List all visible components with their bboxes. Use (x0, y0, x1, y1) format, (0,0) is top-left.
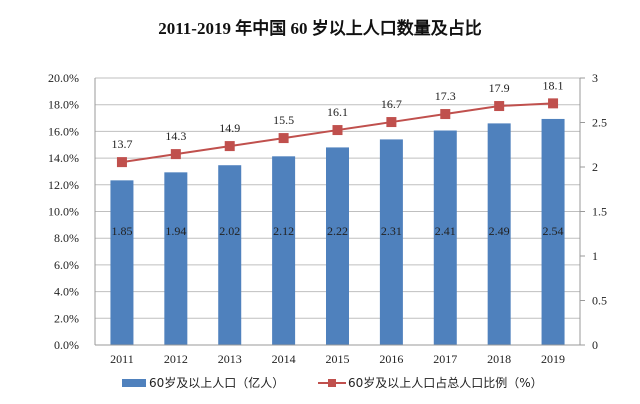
line-marker (494, 101, 505, 112)
legend-bar-swatch (122, 378, 146, 387)
right-tick-label: 2.5 (592, 116, 607, 130)
bar-data-label: 2.22 (327, 224, 348, 238)
bar (218, 165, 242, 345)
right-tick-label: 0 (592, 338, 598, 352)
x-tick-label: 2019 (541, 352, 565, 366)
bar-data-label: 1.94 (165, 224, 186, 238)
left-tick-label: 20.0% (48, 71, 79, 85)
line-marker (332, 125, 343, 136)
line-data-label: 14.9 (219, 121, 240, 135)
left-tick-label: 6.0% (54, 258, 79, 272)
left-tick-label: 2.0% (54, 311, 79, 325)
left-tick-label: 18.0% (48, 98, 79, 112)
x-tick-label: 2013 (218, 352, 242, 366)
chart-title: 2011-2019 年中国 60 岁以上人口数量及占比 (158, 19, 482, 38)
right-tick-label: 2 (592, 160, 598, 174)
left-tick-label: 0.0% (54, 338, 79, 352)
legend-line-label: 60岁及以上人口占总人口比例（%） (348, 376, 543, 390)
x-tick-label: 2018 (487, 352, 511, 366)
legend-line-swatch (318, 378, 346, 387)
line-marker (278, 133, 289, 144)
left-tick-label: 8.0% (54, 231, 79, 245)
bar-data-label: 1.85 (111, 224, 132, 238)
line-data-label: 16.1 (327, 105, 348, 119)
right-tick-label: 1.5 (592, 205, 607, 219)
x-tick-label: 2012 (164, 352, 188, 366)
line-marker (386, 117, 397, 128)
left-tick-label: 12.0% (48, 178, 79, 192)
bar-data-label: 2.49 (489, 224, 510, 238)
x-tick-label: 2011 (110, 352, 134, 366)
bar-data-label: 2.54 (543, 224, 564, 238)
bar (164, 172, 188, 345)
bar-data-label: 2.02 (219, 224, 240, 238)
bar (110, 180, 134, 345)
line-data-label: 14.3 (165, 129, 186, 143)
left-tick-label: 16.0% (48, 124, 79, 138)
line-data-label: 17.9 (489, 81, 510, 95)
x-tick-label: 2017 (433, 352, 457, 366)
line-marker (548, 98, 559, 109)
right-tick-label: 3 (592, 71, 598, 85)
bar (272, 156, 296, 345)
bar (379, 139, 403, 345)
legend-item-line: 60岁及以上人口占总人口比例（%） (318, 374, 543, 391)
legend-bar-label: 60岁及以上人口（亿人） (149, 376, 285, 390)
bar-data-label: 2.41 (435, 224, 456, 238)
line-marker (170, 149, 181, 160)
bar-data-label: 2.31 (381, 224, 402, 238)
bar (541, 118, 565, 345)
left-tick-label: 10.0% (48, 205, 79, 219)
line-data-label: 16.7 (381, 97, 402, 111)
line-marker (224, 141, 235, 152)
line-data-label: 13.7 (111, 137, 132, 151)
line-marker (116, 157, 127, 168)
x-tick-label: 2015 (326, 352, 350, 366)
x-tick-label: 2016 (379, 352, 403, 366)
right-tick-label: 1 (592, 249, 598, 263)
line-data-label: 17.3 (435, 89, 456, 103)
left-tick-label: 4.0% (54, 285, 79, 299)
legend-item-bar: 60岁及以上人口（亿人） (122, 374, 284, 391)
bar (433, 130, 457, 345)
line-marker (440, 109, 451, 120)
left-tick-label: 14.0% (48, 151, 79, 165)
x-tick-label: 2014 (272, 352, 296, 366)
bar (487, 123, 511, 345)
bar-data-label: 2.12 (273, 224, 294, 238)
bar (326, 147, 349, 345)
right-tick-label: 0.5 (592, 294, 607, 308)
line-data-label: 15.5 (273, 113, 294, 127)
line-data-label: 18.1 (543, 78, 564, 92)
